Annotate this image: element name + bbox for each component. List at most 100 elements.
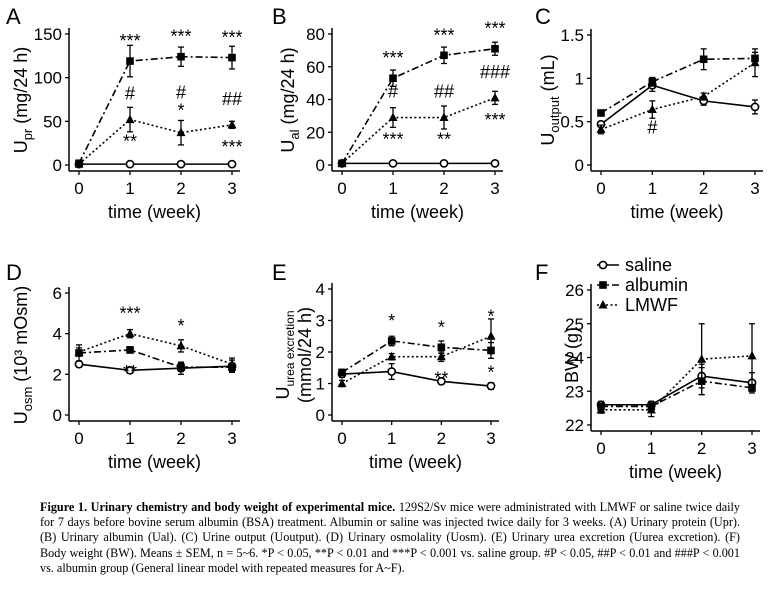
y-axis-label: BW (g) [562,327,582,383]
data-point [177,52,185,61]
y-tick-label: 2 [316,343,325,362]
x-tick-label: 2 [176,179,185,198]
x-tick-label: 0 [74,429,83,448]
series-line [341,47,496,164]
panel-letter: A [6,4,21,29]
data-point [437,343,446,352]
significance-mark: *** [382,48,403,68]
series-line [341,370,492,387]
x-tick-label: 0 [337,429,346,448]
data-point [596,404,606,414]
data-point [486,381,496,391]
data-point [228,53,236,62]
y-tick-label: 22 [565,416,584,435]
x-tick-label: 3 [490,179,499,198]
significance-mark: # [125,84,135,104]
legend-marker [598,260,608,270]
significance-mark: *** [221,28,242,48]
significance-mark: * [388,311,395,331]
data-point [436,351,446,361]
y-axis-label: Uoutput (mL) [538,54,562,145]
data-point [440,51,448,60]
x-axis-label: time (week) [108,452,201,472]
y-tick-label: 100 [34,69,62,88]
x-tick-label: 2 [437,429,446,448]
series-line [601,355,753,411]
x-tick-label: 1 [125,429,134,448]
y-tick-label: 0 [53,406,62,425]
x-tick-label: 0 [596,179,605,198]
y-tick-label: 0 [575,156,584,175]
series-lmwf [337,318,496,388]
figure-caption: Figure 1. Urinary chemistry and body wei… [40,500,740,576]
data-point [486,331,496,340]
data-point [125,114,135,124]
significance-mark: # [647,118,657,138]
x-tick-label: 2 [439,179,448,198]
x-axis-label: time (week) [630,202,723,222]
data-point [750,102,760,112]
significance-mark: *** [170,27,191,47]
x-tick-label: 3 [227,429,236,448]
data-point [387,367,397,376]
y-tick-label: 23 [565,382,584,401]
y-axis-label: Uurea excretion [273,310,297,399]
series-line [341,335,492,385]
y-axis-label: Ual (mg/24 h) [278,47,302,152]
significance-mark: ** [123,362,137,382]
data-point [491,44,499,53]
data-point [648,78,657,86]
data-point [388,112,398,122]
series-line [78,363,233,372]
data-point [125,159,135,169]
x-tick-label: 3 [227,179,236,198]
data-point [125,328,135,338]
x-tick-label: 1 [648,179,657,198]
significance-mark: * [438,317,445,337]
data-point [387,337,396,345]
x-tick-label: 0 [74,179,83,198]
panel-B: B 0 20 40 60 80 0 1 2 3 time (week) Ual (mg/24 h) **… [272,4,510,222]
y-tick-label: 4 [53,325,62,344]
significance-mark: *** [221,137,242,157]
significance-mark: *** [119,31,140,51]
y-tick-label: 150 [34,25,62,44]
data-point [699,55,708,64]
series-line [601,380,753,408]
series-line [601,375,753,406]
legend-marker [598,300,608,309]
y-tick-label: 20 [306,123,325,142]
series-lmwf [337,90,500,167]
series-albumin [597,366,756,411]
panel-E: E 0 1 2 3 4 0 1 2 3 time (week) Uurea excretion(mmo… [272,260,499,472]
series-albumin [338,41,499,168]
y-tick-label: 25 [565,315,584,334]
data-point [227,119,237,129]
panel-C: C 0 0.5 1 1.5 0 1 2 3 time (week) Uoutput (mL) # [535,4,763,222]
x-tick-label: 1 [647,439,656,458]
significance-mark: ## [434,82,454,102]
significance-mark: *** [484,110,505,130]
data-point [227,159,237,169]
x-tick-label: 1 [388,179,397,198]
x-axis-label: time (week) [371,202,464,222]
series-albumin [597,48,759,117]
x-tick-label: 3 [486,429,495,448]
data-point [389,74,397,83]
legend-label: LMWF [625,295,678,315]
legend-marker [599,281,607,289]
series-saline [74,159,237,169]
data-point [125,365,135,375]
series-line [78,349,232,369]
series-albumin [75,44,236,168]
x-tick-label: 3 [747,439,756,458]
significance-mark: ** [123,132,137,152]
significance-mark: *** [382,130,403,150]
data-point [337,158,347,167]
significance-mark: ## [222,89,242,109]
data-point [597,109,605,117]
panel-letter: B [272,4,287,29]
y-axis-label: Uosm (10³ mOsm) [11,286,35,425]
